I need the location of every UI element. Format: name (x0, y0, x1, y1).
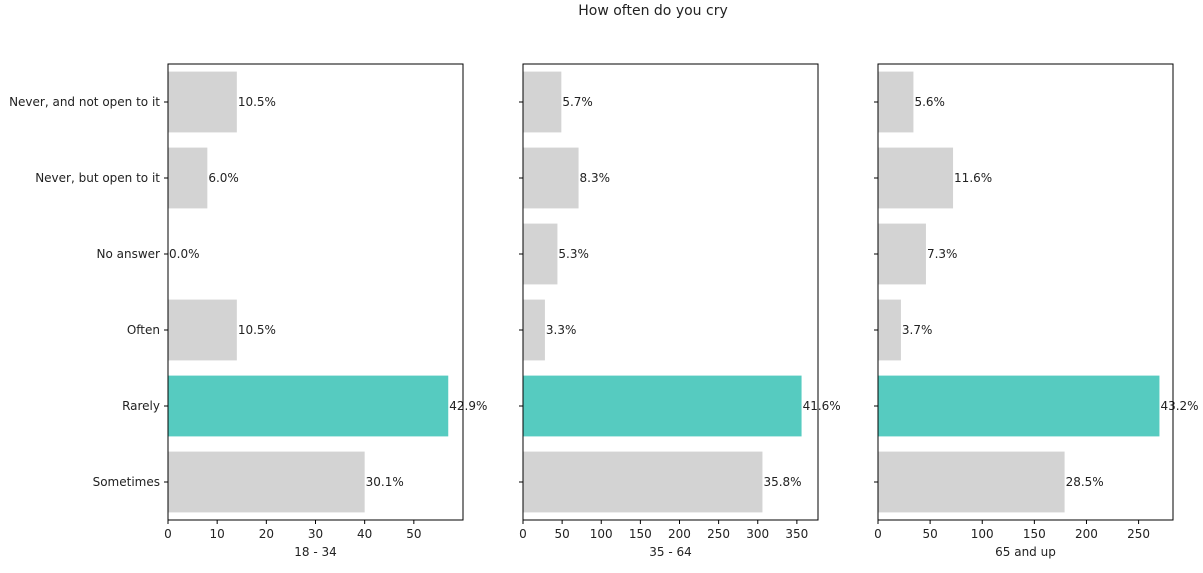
x-tick-label-1-1: 0 (164, 527, 172, 541)
bar-3-4 (878, 299, 901, 361)
x-tick-label-2-8: 350 (785, 527, 808, 541)
bar-2-6 (523, 451, 763, 513)
bar-label-1-1: 10.5% (238, 95, 276, 109)
x-tick-label-2-5: 200 (668, 527, 691, 541)
bar-2-4 (523, 299, 545, 361)
bar-label-1-5: 42.9% (449, 399, 487, 413)
x-axis-label-1: 18 - 34 (294, 545, 337, 559)
bar-label-2-2: 8.3% (580, 171, 611, 185)
bar-3-6 (878, 451, 1065, 513)
x-tick-label-2-1: 0 (519, 527, 527, 541)
x-tick-label-2-3: 100 (590, 527, 613, 541)
x-tick-label-3-3: 100 (971, 527, 994, 541)
y-tick-label-1: Never, and not open to it (9, 95, 160, 109)
x-tick-label-3-1: 0 (874, 527, 882, 541)
x-tick-label-1-2: 10 (210, 527, 225, 541)
y-tick-label-3: No answer (97, 247, 161, 261)
bar-2-2 (523, 147, 579, 209)
x-tick-label-1-6: 50 (406, 527, 421, 541)
x-tick-label-3-2: 50 (922, 527, 937, 541)
bar-label-1-3: 0.0% (169, 247, 200, 261)
bar-label-1-6: 30.1% (366, 475, 404, 489)
x-tick-label-1-4: 30 (308, 527, 323, 541)
bar-1-1 (168, 71, 237, 133)
y-tick-label-4: Often (127, 323, 160, 337)
x-tick-label-3-6: 250 (1127, 527, 1150, 541)
panel-3: 5.6% 11.6% 7.3% 3.7% 43.2% 28.5% 0 50 100 150 200 2… (874, 63, 1199, 559)
bar-2-1 (523, 71, 562, 133)
bar-2-3 (523, 223, 558, 285)
panel-2: 5.7% 8.3% 5.3% 3.3% 41.6% 35.8% 0 50 100 150 200 25… (519, 63, 841, 559)
bar-label-3-6: 28.5% (1066, 475, 1104, 489)
bar-1-4 (168, 299, 237, 361)
bar-3-2 (878, 147, 954, 209)
x-tick-label-3-5: 200 (1075, 527, 1098, 541)
bar-label-3-4: 3.7% (902, 323, 933, 337)
bar-label-2-1: 5.7% (562, 95, 593, 109)
bar-label-3-2: 11.6% (954, 171, 992, 185)
x-tick-label-2-6: 250 (707, 527, 730, 541)
bar-label-2-4: 3.3% (546, 323, 577, 337)
bar-label-2-3: 5.3% (558, 247, 589, 261)
bar-label-3-3: 7.3% (927, 247, 958, 261)
y-tick-label-5: Rarely (122, 399, 160, 413)
panel-frame-2 (522, 63, 819, 521)
x-tick-label-2-7: 300 (746, 527, 769, 541)
bar-1-6 (168, 451, 365, 513)
y-tick-label-6: Sometimes (93, 475, 160, 489)
bar-label-3-5: 43.2% (1160, 399, 1198, 413)
bar-label-1-2: 6.0% (208, 171, 239, 185)
x-axis-label-3: 65 and up (995, 545, 1056, 559)
x-tick-label-2-2: 50 (554, 527, 569, 541)
panel-frame-3 (877, 63, 1174, 521)
bar-3-5 (878, 375, 1160, 437)
bar-label-2-5: 41.6% (803, 399, 841, 413)
panel-1: 10.5% Never, and not open to it 6.0% Never,… (9, 63, 487, 559)
bar-2-5 (523, 375, 802, 437)
panels: 10.5% Never, and not open to it 6.0% Never,… (9, 63, 1199, 559)
chart-title: How often do you cry (578, 3, 727, 19)
bar-3-1 (878, 71, 914, 133)
bar-label-3-1: 5.6% (914, 95, 945, 109)
bar-label-1-4: 10.5% (238, 323, 276, 337)
bar-1-5 (168, 375, 449, 437)
bar-label-2-6: 35.8% (763, 475, 801, 489)
x-tick-label-1-3: 20 (259, 527, 274, 541)
bar-3-3 (878, 223, 926, 285)
x-tick-label-3-4: 150 (1023, 527, 1046, 541)
y-tick-label-2: Never, but open to it (35, 171, 160, 185)
x-tick-label-1-5: 40 (357, 527, 372, 541)
x-axis-label-2: 35 - 64 (649, 545, 692, 559)
bar-1-2 (168, 147, 208, 209)
x-tick-label-2-4: 150 (629, 527, 652, 541)
